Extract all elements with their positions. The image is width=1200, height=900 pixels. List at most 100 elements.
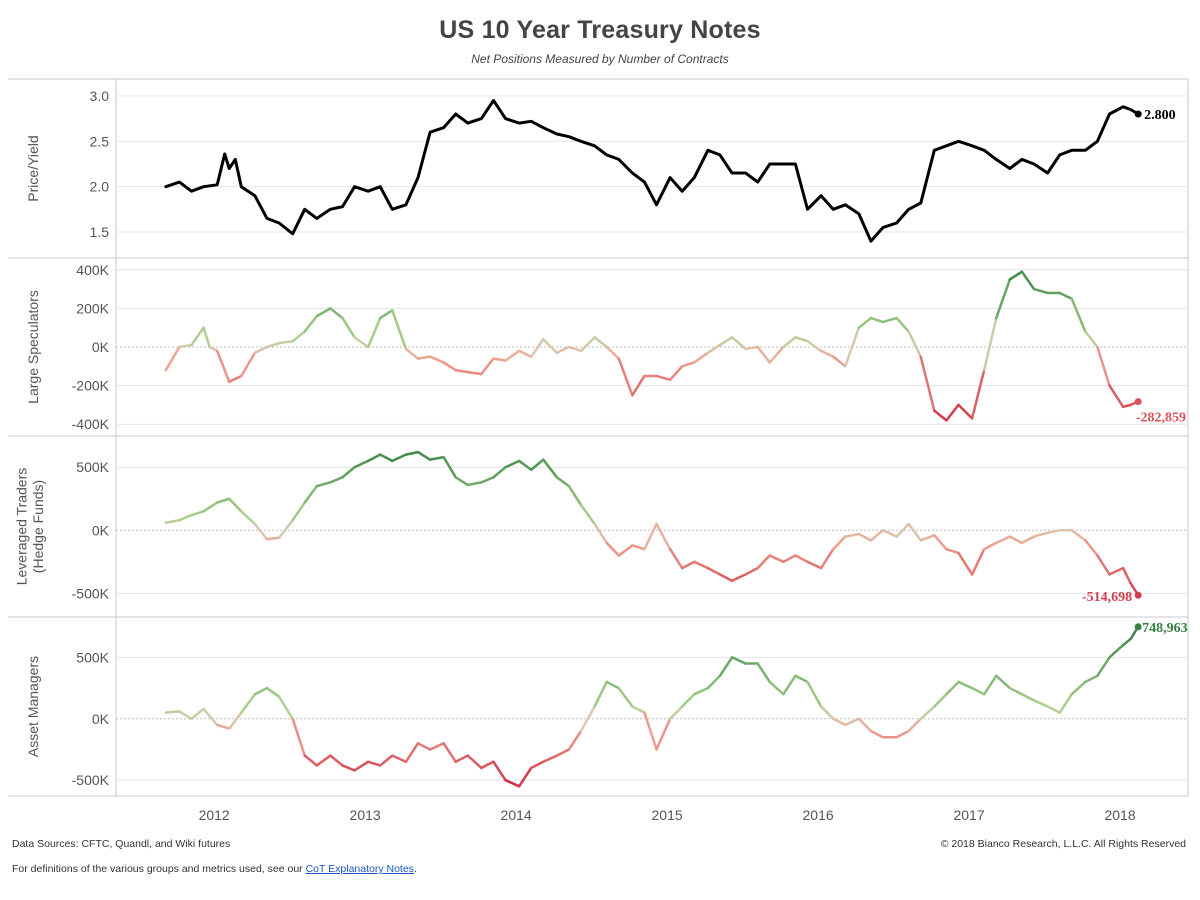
series-segment xyxy=(208,345,219,353)
series-segment xyxy=(215,497,231,504)
series-segment xyxy=(190,707,205,721)
series-segment xyxy=(593,680,608,708)
series-segment xyxy=(303,754,319,767)
series-segment xyxy=(378,453,394,463)
series-segment xyxy=(643,711,658,751)
series-segment xyxy=(631,544,646,551)
series-segment xyxy=(970,547,986,576)
series-segment xyxy=(164,345,181,372)
x-tick-label: 2014 xyxy=(501,807,532,823)
series-segment xyxy=(164,518,181,524)
cot-notes-link[interactable]: CoT Explanatory Notes xyxy=(305,863,414,875)
series-segment xyxy=(819,547,835,570)
series-segment xyxy=(567,729,583,751)
end-point-marker xyxy=(1134,623,1142,631)
series-segment xyxy=(857,532,873,542)
series-segment xyxy=(768,680,785,696)
series-segment xyxy=(315,307,332,318)
series-segment xyxy=(1108,384,1125,409)
series-segment xyxy=(668,547,684,570)
series-segment xyxy=(1070,297,1087,333)
series-segment xyxy=(617,544,634,557)
series-segment xyxy=(756,345,772,364)
series-segment xyxy=(303,484,319,504)
series-segment xyxy=(1096,656,1111,678)
series-segment xyxy=(391,453,408,463)
series-segment xyxy=(643,522,658,551)
series-segment xyxy=(353,336,370,349)
series-segment xyxy=(466,754,483,770)
series-segment xyxy=(579,336,596,353)
series-segment xyxy=(1058,291,1073,300)
definitions-suffix: . xyxy=(413,863,417,875)
series-segment xyxy=(706,566,722,576)
series-segment xyxy=(881,316,898,324)
series-segment xyxy=(933,409,948,422)
series-segment xyxy=(919,355,936,412)
series-segment xyxy=(1084,674,1099,684)
series-segment xyxy=(517,349,533,358)
definitions-prefix: For definitions of the various groups an… xyxy=(12,863,306,875)
x-tick-label: 2013 xyxy=(350,807,381,823)
series-segment xyxy=(404,347,420,360)
series-segment xyxy=(492,760,507,782)
series-segment xyxy=(277,518,294,540)
y-tick-label: 1.5 xyxy=(90,224,110,240)
series-segment xyxy=(1121,566,1132,585)
series-segment xyxy=(555,345,571,355)
y-tick-label: 2.0 xyxy=(90,179,110,195)
series-segment xyxy=(190,326,205,347)
series-segment xyxy=(391,754,408,764)
series-segment xyxy=(366,316,382,349)
x-tick-label: 2018 xyxy=(1104,807,1135,823)
series-segment xyxy=(768,554,785,564)
series-segment xyxy=(693,686,710,696)
series-segment xyxy=(579,705,596,733)
series-segment xyxy=(178,710,193,721)
series-segment xyxy=(1020,692,1036,702)
series-segment xyxy=(718,656,734,678)
y-axis-label: Asset Managers xyxy=(25,656,41,757)
series-segment xyxy=(227,374,243,383)
series-segment xyxy=(680,692,696,708)
series-segment xyxy=(668,365,684,382)
series-segment xyxy=(806,680,823,708)
series-segment xyxy=(428,455,445,461)
price-yield-line xyxy=(164,98,1140,243)
series-segment xyxy=(631,374,646,397)
series-segment xyxy=(202,501,219,513)
copyright-note: © 2018 Bianco Research, L.L.C. All Right… xyxy=(940,838,1186,850)
series-segment xyxy=(693,560,710,570)
series-segment xyxy=(517,459,533,471)
series-segment xyxy=(1121,403,1132,409)
end-point-marker xyxy=(1134,398,1142,406)
series-segment xyxy=(1032,531,1049,538)
series-segment xyxy=(428,742,445,751)
series-segment xyxy=(542,338,559,355)
series-segment xyxy=(265,536,281,541)
series-segment xyxy=(240,351,257,378)
series-segment xyxy=(1108,566,1125,576)
series-segment xyxy=(492,465,507,479)
series-segment xyxy=(844,532,861,538)
series-segment xyxy=(794,554,809,564)
y-tick-label: 2.5 xyxy=(90,133,110,149)
series-segment xyxy=(655,374,672,382)
series-segment xyxy=(668,705,684,721)
y-tick-label: -400K xyxy=(72,416,110,432)
series-segment xyxy=(1008,535,1024,545)
series-segment xyxy=(353,760,370,772)
series-segment xyxy=(391,309,408,351)
series-segment xyxy=(680,560,696,570)
series-segment xyxy=(265,686,281,698)
series-segment xyxy=(240,692,257,714)
series-segment xyxy=(202,707,219,727)
series-segment xyxy=(844,326,861,368)
series-segment xyxy=(1096,345,1111,387)
y-axis-label: Large Speculators xyxy=(25,290,41,404)
series-segment xyxy=(329,476,344,484)
series-segment xyxy=(945,680,960,696)
series-segment xyxy=(555,476,571,488)
series-segment xyxy=(1032,287,1049,295)
series-segment xyxy=(655,717,672,751)
